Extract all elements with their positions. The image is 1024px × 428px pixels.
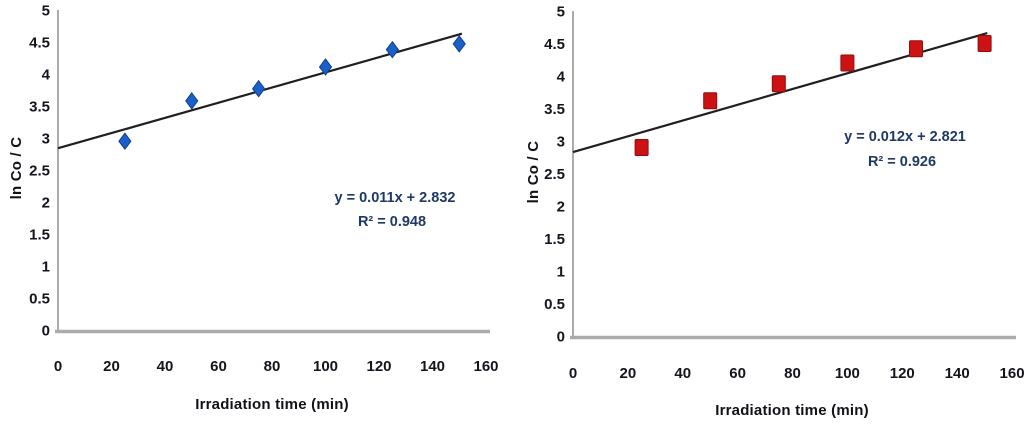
y-tick-label: 0 bbox=[42, 323, 50, 340]
left-y-axis-title: ln Co / C bbox=[8, 136, 25, 200]
x-tick-label: 0 bbox=[569, 365, 577, 382]
x-tick-label: 140 bbox=[945, 365, 970, 382]
square-marker bbox=[771, 75, 786, 93]
right-r-squared-label: R² = 0.926 bbox=[867, 154, 937, 170]
diamond-marker bbox=[318, 58, 333, 76]
x-tick-label: 140 bbox=[420, 358, 445, 375]
y-tick-label: 1.5 bbox=[544, 231, 565, 248]
x-tick-label: 120 bbox=[890, 365, 915, 382]
x-tick-label: 60 bbox=[210, 358, 227, 375]
y-tick-label: 5 bbox=[42, 3, 50, 20]
y-tick-label: 4 bbox=[557, 69, 566, 86]
diamond-marker bbox=[185, 92, 199, 110]
y-tick-label: 3.5 bbox=[29, 99, 50, 116]
y-tick-label: 0.5 bbox=[29, 291, 50, 308]
y-tick-label: 2.5 bbox=[544, 166, 565, 183]
y-tick-label: 1 bbox=[557, 264, 565, 281]
diamond-marker bbox=[452, 35, 466, 53]
left-chart-svg: 0 0.5 1 1.5 2 2.5 3 3.5 4 4.5 5 0 20 40 60 80 100 120 140 1… bbox=[29, 3, 498, 376]
y-tick-label: 4.5 bbox=[29, 35, 50, 52]
x-tick-label: 80 bbox=[784, 365, 801, 382]
x-tick-label: 100 bbox=[835, 365, 860, 382]
y-tick-label: 3.5 bbox=[544, 101, 565, 118]
y-tick-label: 0.5 bbox=[544, 296, 565, 313]
x-tick-label: 160 bbox=[473, 358, 498, 375]
right-trendline-equation: y = 0.012x + 2.821 bbox=[844, 129, 966, 145]
x-tick-label: 20 bbox=[103, 358, 120, 375]
y-tick-label: 4 bbox=[42, 67, 51, 84]
square-marker bbox=[703, 92, 718, 110]
y-tick-label: 2 bbox=[557, 199, 565, 216]
y-tick-label: 4.5 bbox=[544, 36, 565, 53]
y-tick-label: 3 bbox=[42, 131, 50, 148]
x-tick-label: 80 bbox=[264, 358, 281, 375]
left-r-squared-label: R² = 0.948 bbox=[357, 214, 427, 230]
square-marker bbox=[977, 35, 992, 52]
left-chart-panel: 0 0.5 1 1.5 2 2.5 3 3.5 4 4.5 5 0 20 40 60 80 100 120 140 1… bbox=[8, 3, 499, 414]
left-trendline-equation: y = 0.011x + 2.832 bbox=[334, 190, 456, 206]
x-tick-label: 100 bbox=[313, 358, 338, 375]
y-tick-label: 1.5 bbox=[29, 227, 50, 244]
y-tick-label: 2 bbox=[42, 195, 50, 212]
y-tick-label: 5 bbox=[557, 4, 565, 21]
x-tick-label: 60 bbox=[729, 365, 746, 382]
y-tick-label: 3 bbox=[557, 134, 565, 151]
x-tick-label: 120 bbox=[366, 358, 391, 375]
x-tick-label: 40 bbox=[674, 365, 691, 382]
left-x-axis-title: Irradiation time (min) bbox=[195, 396, 349, 413]
diamond-marker bbox=[252, 79, 266, 98]
square-marker bbox=[909, 40, 923, 58]
x-tick-label: 160 bbox=[1000, 365, 1024, 382]
right-chart-panel: 0 0.5 1 1.5 2 2.5 3 3.5 4 4.5 5 0 20 40 60 80 100 120 140 1… bbox=[512, 0, 1024, 428]
y-tick-label: 1 bbox=[42, 259, 50, 276]
y-tick-label: 0 bbox=[557, 329, 565, 346]
square-marker bbox=[634, 139, 649, 156]
y-tick-label: 2.5 bbox=[29, 163, 50, 180]
right-y-axis-title: ln Co / C bbox=[525, 140, 542, 204]
x-tick-label: 20 bbox=[620, 365, 637, 382]
square-marker bbox=[840, 54, 855, 72]
right-chart-svg: 0 0.5 1 1.5 2 2.5 3 3.5 4 4.5 5 0 20 40 60 80 100 120 140 1… bbox=[544, 4, 1024, 383]
right-x-axis-title: Irradiation time (min) bbox=[715, 402, 869, 419]
diamond-marker bbox=[385, 40, 399, 59]
x-tick-label: 0 bbox=[54, 358, 62, 375]
x-tick-label: 40 bbox=[157, 358, 174, 375]
diamond-marker bbox=[118, 132, 132, 151]
